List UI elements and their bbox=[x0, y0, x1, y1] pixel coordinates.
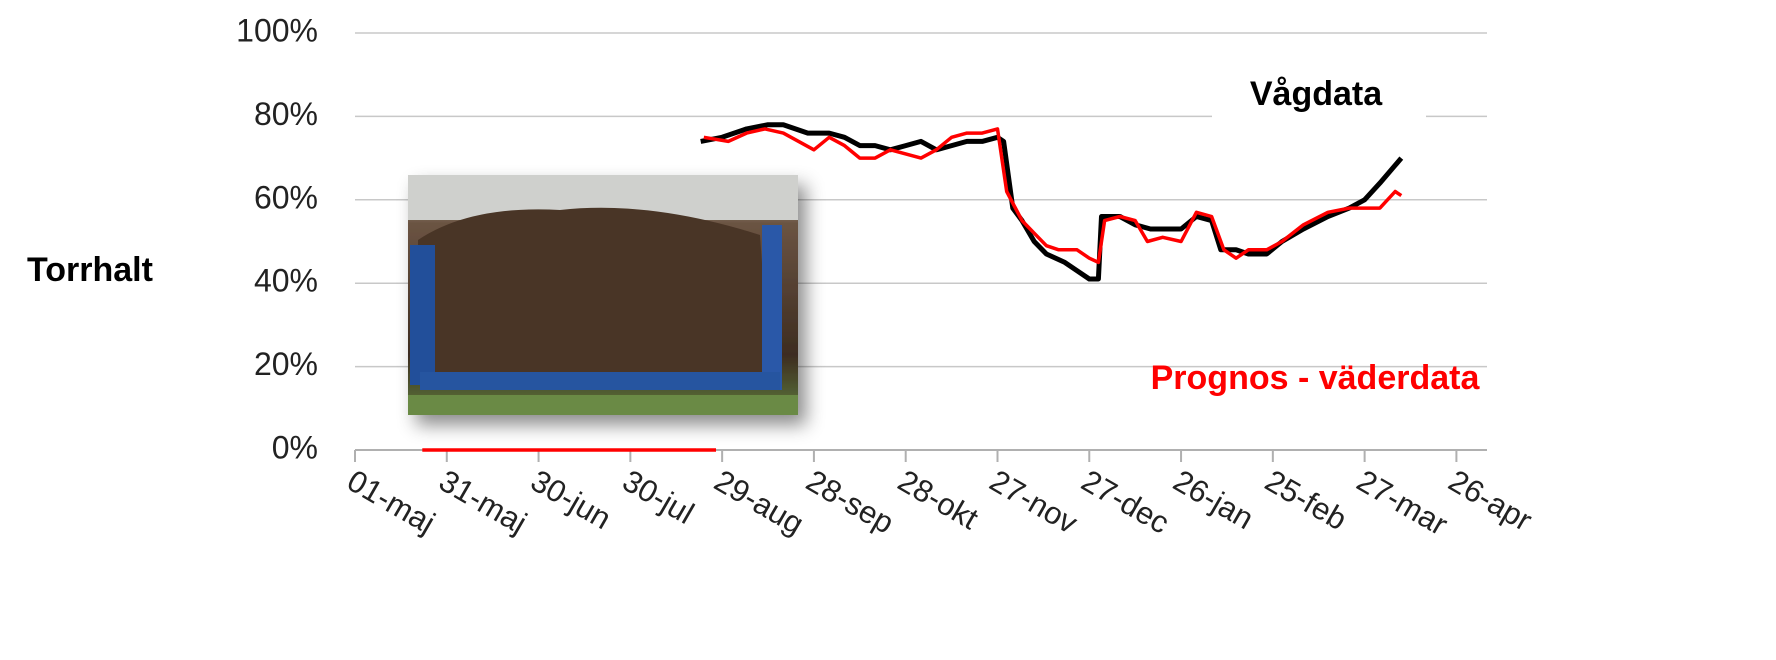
x-tick-label: 26-jan bbox=[1167, 463, 1259, 536]
plot-area bbox=[422, 122, 1404, 452]
x-tick-label: 26-apr bbox=[1443, 463, 1538, 538]
x-tick-label: 25-feb bbox=[1259, 463, 1353, 537]
x-tick-label: 28-okt bbox=[892, 463, 984, 537]
legend-label: Vågdata bbox=[1250, 75, 1383, 113]
x-tick-label: 29-aug bbox=[709, 463, 810, 542]
y-axis-title: Torrhalt bbox=[27, 251, 153, 289]
x-tick-label: 28-sep bbox=[800, 463, 900, 541]
y-tick-label: 0% bbox=[272, 429, 318, 465]
x-tick-label: 30-jun bbox=[525, 463, 617, 536]
y-tick-label: 20% bbox=[254, 346, 318, 382]
photo bbox=[408, 175, 798, 415]
y-tick-label: 40% bbox=[254, 263, 318, 299]
x-tick-label: 27-dec bbox=[1076, 463, 1176, 541]
x-tick-label: 01-maj bbox=[341, 463, 441, 541]
series-line bbox=[700, 122, 1404, 282]
x-tick-label: 27-mar bbox=[1351, 463, 1454, 542]
x-tick-label: 27-nov bbox=[984, 463, 1084, 541]
x-tick-label: 30-jul bbox=[617, 463, 700, 531]
legend-label: Prognos - väderdata bbox=[1151, 359, 1481, 397]
y-tick-label: 80% bbox=[254, 96, 318, 132]
x-tick-label: 31-maj bbox=[433, 463, 533, 541]
legend-bg bbox=[1212, 72, 1426, 120]
y-tick-label: 60% bbox=[254, 179, 318, 215]
series-line bbox=[422, 127, 1403, 452]
y-tick-label: 100% bbox=[236, 12, 318, 48]
